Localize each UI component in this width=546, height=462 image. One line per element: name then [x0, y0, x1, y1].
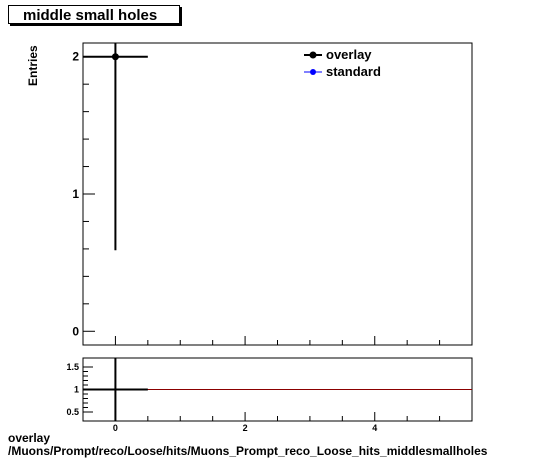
ratio-x-tick-label: 2	[243, 423, 248, 433]
legend: overlay standard	[304, 47, 381, 79]
main-plot-frame	[82, 42, 473, 346]
ratio-y-tick-label: 1	[74, 385, 79, 395]
legend-label-overlay: overlay	[326, 47, 372, 62]
caption-line-1: overlay	[8, 431, 51, 445]
ratio-y-tick-label: 1.5	[66, 362, 79, 372]
chart-title: middle small holes	[8, 5, 180, 24]
y-axis-label: Entries	[26, 45, 40, 86]
legend-marker-standard	[310, 69, 316, 75]
ratio-x-tick-label: 4	[372, 423, 377, 433]
y-tick-label: 0	[72, 324, 79, 338]
legend-label-standard: standard	[326, 64, 381, 79]
data-point	[111, 53, 119, 61]
ratio-y-tick-label: 0.5	[66, 407, 79, 417]
y-tick-label: 2	[72, 50, 79, 64]
caption-line-2: /Muons/Prompt/reco/Loose/hits/Muons_Prom…	[8, 444, 488, 458]
ratio-x-tick-label: 0	[113, 423, 118, 433]
y-tick-label: 1	[72, 187, 79, 201]
legend-marker-overlay	[309, 51, 317, 59]
